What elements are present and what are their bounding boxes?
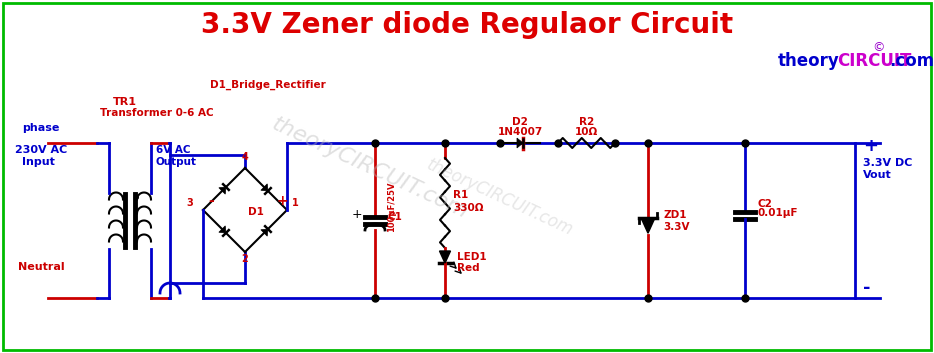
Text: C1: C1 xyxy=(387,213,402,222)
Text: -: - xyxy=(208,194,214,208)
Text: 3: 3 xyxy=(186,198,193,208)
Polygon shape xyxy=(219,187,226,194)
Text: +: + xyxy=(351,208,362,221)
Polygon shape xyxy=(641,218,655,233)
Text: -: - xyxy=(863,279,870,297)
Text: .com: .com xyxy=(889,52,934,70)
Text: CIRCUIT: CIRCUIT xyxy=(837,52,912,70)
Text: 3.3V: 3.3V xyxy=(663,222,689,233)
Polygon shape xyxy=(517,138,523,148)
Text: 100μF/25V: 100μF/25V xyxy=(387,182,396,233)
Text: +: + xyxy=(277,194,289,208)
Text: TR1: TR1 xyxy=(113,97,137,107)
Text: 0.01μF: 0.01μF xyxy=(757,208,798,218)
Text: Input: Input xyxy=(22,157,55,167)
Text: 230V AC: 230V AC xyxy=(15,145,67,155)
Text: 4: 4 xyxy=(242,152,248,162)
Polygon shape xyxy=(261,184,268,191)
Text: 1N4007: 1N4007 xyxy=(498,127,543,137)
Text: 6V AC: 6V AC xyxy=(156,145,191,155)
Text: ZD1: ZD1 xyxy=(663,209,686,220)
Text: Red: Red xyxy=(457,263,480,273)
Text: Transformer 0-6 AC: Transformer 0-6 AC xyxy=(100,108,214,118)
Text: +: + xyxy=(863,137,878,155)
Text: Neutral: Neutral xyxy=(18,262,64,272)
Text: R2: R2 xyxy=(579,117,594,127)
Text: 2: 2 xyxy=(242,254,248,264)
Polygon shape xyxy=(440,251,450,263)
Text: ©: © xyxy=(871,42,884,54)
Text: Vout: Vout xyxy=(863,170,892,180)
Text: C2: C2 xyxy=(757,199,771,209)
Text: 330Ω: 330Ω xyxy=(453,203,484,213)
Text: 3.3V Zener diode Regulaor Circuit: 3.3V Zener diode Regulaor Circuit xyxy=(201,11,733,39)
Text: 1: 1 xyxy=(292,198,299,208)
Text: D2: D2 xyxy=(512,117,528,127)
Text: R1: R1 xyxy=(453,190,468,200)
Polygon shape xyxy=(261,229,268,236)
Text: 3.3V DC: 3.3V DC xyxy=(863,158,913,168)
Text: theoryCIRCUIT.com: theoryCIRCUIT.com xyxy=(269,114,472,222)
Text: 10Ω: 10Ω xyxy=(574,127,598,137)
Text: phase: phase xyxy=(22,123,60,133)
Text: D1: D1 xyxy=(248,207,264,217)
Text: Output: Output xyxy=(156,157,197,167)
Text: LED1: LED1 xyxy=(457,252,487,262)
Text: theory: theory xyxy=(778,52,840,70)
Text: theoryCIRCUIT.com: theoryCIRCUIT.com xyxy=(424,156,576,240)
Polygon shape xyxy=(219,226,226,233)
Text: D1_Bridge_Rectifier: D1_Bridge_Rectifier xyxy=(210,80,326,90)
